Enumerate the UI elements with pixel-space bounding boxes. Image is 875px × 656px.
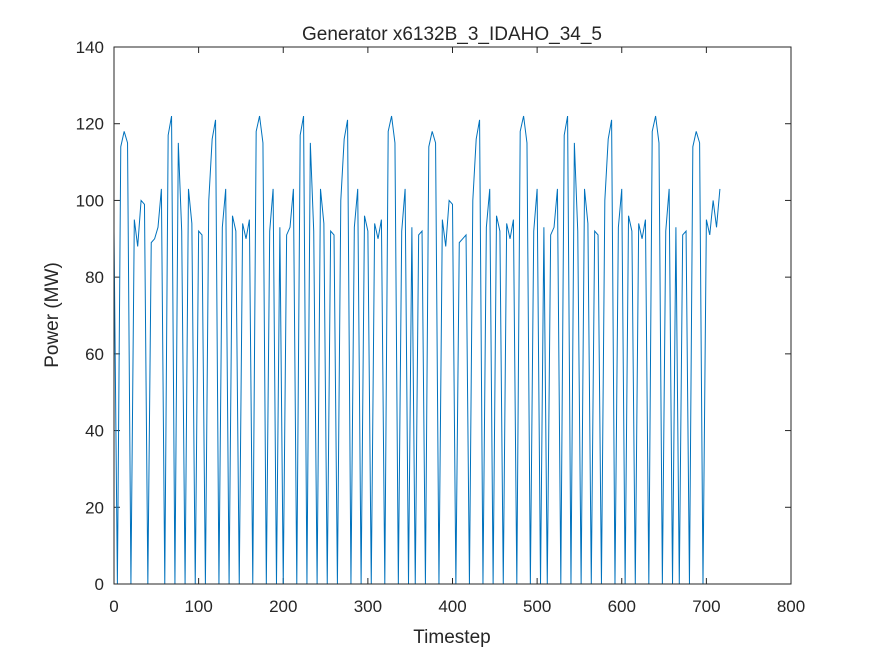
x-tick-label: 700 xyxy=(692,597,720,616)
x-axis-label: Timestep xyxy=(413,627,490,648)
y-tick-label: 20 xyxy=(85,498,104,517)
plot-frame xyxy=(113,46,792,585)
x-tick-label: 800 xyxy=(777,597,805,616)
x-tick-label: 500 xyxy=(523,597,551,616)
y-tick-label: 100 xyxy=(76,191,104,210)
x-tick-label: 0 xyxy=(109,597,118,616)
y-tick-label: 80 xyxy=(85,268,104,287)
y-tick-label: 140 xyxy=(76,38,104,57)
x-tick-label: 200 xyxy=(269,597,297,616)
x-tick-label: 600 xyxy=(608,597,636,616)
line-series xyxy=(113,115,721,585)
y-axis-label: Power (MW) xyxy=(42,262,63,368)
x-tick-label: 400 xyxy=(438,597,466,616)
y-tick-label: 0 xyxy=(95,575,104,594)
y-tick-label: 60 xyxy=(85,345,104,364)
y-tick-label: 120 xyxy=(76,115,104,134)
x-tick-label: 100 xyxy=(184,597,212,616)
x-tick-label: 300 xyxy=(354,597,382,616)
chart-title: Generator x6132B_3_IDAHO_34_5 xyxy=(302,24,602,45)
y-tick-label: 40 xyxy=(85,422,104,441)
